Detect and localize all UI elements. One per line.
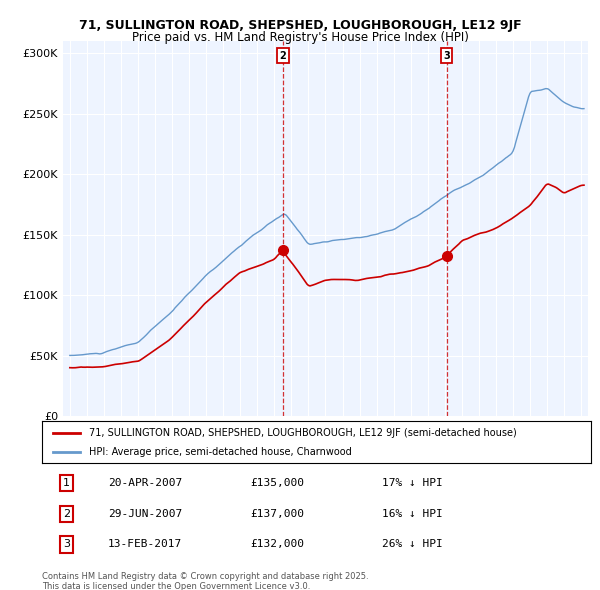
Text: 17% ↓ HPI: 17% ↓ HPI (382, 478, 443, 489)
Text: Price paid vs. HM Land Registry's House Price Index (HPI): Price paid vs. HM Land Registry's House … (131, 31, 469, 44)
Text: £137,000: £137,000 (251, 509, 305, 519)
Text: HPI: Average price, semi-detached house, Charnwood: HPI: Average price, semi-detached house,… (89, 447, 352, 457)
Text: 2: 2 (280, 51, 286, 61)
Text: 13-FEB-2017: 13-FEB-2017 (108, 539, 182, 549)
Text: 16% ↓ HPI: 16% ↓ HPI (382, 509, 443, 519)
Text: 71, SULLINGTON ROAD, SHEPSHED, LOUGHBOROUGH, LE12 9JF: 71, SULLINGTON ROAD, SHEPSHED, LOUGHBORO… (79, 19, 521, 32)
Text: 2: 2 (63, 509, 70, 519)
Text: £135,000: £135,000 (251, 478, 305, 489)
Text: 26% ↓ HPI: 26% ↓ HPI (382, 539, 443, 549)
Text: Contains HM Land Registry data © Crown copyright and database right 2025.: Contains HM Land Registry data © Crown c… (42, 572, 368, 581)
Text: 71, SULLINGTON ROAD, SHEPSHED, LOUGHBOROUGH, LE12 9JF (semi-detached house): 71, SULLINGTON ROAD, SHEPSHED, LOUGHBORO… (89, 428, 517, 438)
Text: £132,000: £132,000 (251, 539, 305, 549)
Text: 20-APR-2007: 20-APR-2007 (108, 478, 182, 489)
Text: 3: 3 (63, 539, 70, 549)
Text: 29-JUN-2007: 29-JUN-2007 (108, 509, 182, 519)
Text: This data is licensed under the Open Government Licence v3.0.: This data is licensed under the Open Gov… (42, 582, 310, 590)
Text: 1: 1 (63, 478, 70, 489)
Text: 3: 3 (443, 51, 450, 61)
